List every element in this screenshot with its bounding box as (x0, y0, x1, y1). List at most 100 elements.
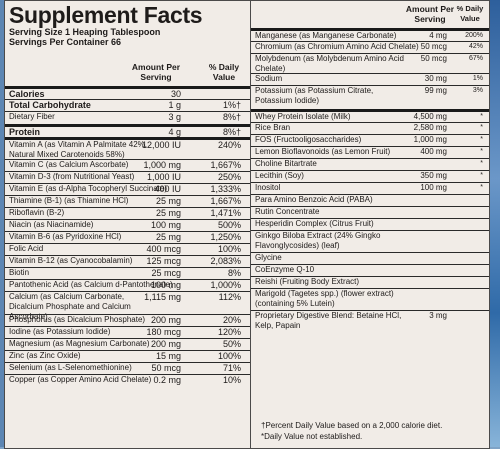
amount-per-serving: 25 mcg (151, 268, 181, 278)
amount-per-serving: 25 mg (155, 196, 181, 206)
nutrient-name: Vitamin A (as Vitamin A Palmitate 42%, N… (9, 140, 147, 159)
amount-per-serving: 200 mg (150, 315, 181, 325)
table-row: Magnesium (as Magnesium Carbonate) 200 mg… (5, 338, 251, 351)
table-row: Phosphorus (as Dicalcium Phosphate) 200 m… (5, 314, 251, 327)
nutrient-name: Lecithin (Soy) (255, 171, 304, 180)
daily-value: 100% (217, 244, 241, 254)
daily-value: 67% (468, 55, 483, 62)
nutrient-name: Calories (9, 89, 45, 99)
nutrient-name: Manganese (as Manganese Carbonate) (255, 31, 397, 40)
amount-per-serving: 30 (170, 89, 181, 99)
table-row: Hesperidin Complex (Citrus Fruit) (251, 218, 489, 231)
amount-per-serving: 400 mg (420, 147, 447, 156)
amount-per-serving: 12,000 IU (141, 140, 181, 150)
table-row: Calcium (as Calcium Carbonate, Dicalcium… (5, 291, 251, 321)
nutrient-name: Folic Acid (9, 244, 44, 253)
nutrient-name: CoEnzyme Q-10 (255, 265, 315, 274)
amount-per-serving: 400 IU (154, 184, 181, 194)
nutrient-name: Reishi (Fruiting Body Extract) (255, 277, 360, 286)
table-row: Vitamin E (as d-Alpha Tocopheryl Succina… (5, 183, 251, 196)
daily-value: 50% (222, 339, 241, 349)
table-row: FOS (Fructooligosaccharides) 1,000 mg * (251, 134, 489, 147)
amount-per-serving: 50 mcg (151, 363, 181, 373)
nutrient-name: Lemon Bioflavonoids (as Lemon Fruit) (255, 147, 391, 156)
amount-per-serving: 2,580 mg (413, 123, 447, 132)
table-row: Chromium (as Chromium Amino Acid Chelate… (251, 41, 489, 54)
daily-value: 1%† (222, 100, 241, 110)
nutrient-name: Iodine (as Potassium Iodide) (9, 327, 111, 336)
table-row: Protein 4 g 8%† (5, 124, 251, 140)
supplement-facts-panel-continued: Amount Per Serving % Daily Value Mangane… (250, 0, 490, 449)
amount-per-serving: 100 mg (150, 220, 181, 230)
amount-per-serving: 3 g (168, 112, 181, 122)
nutrient-name: Chromium (as Chromium Amino Acid Chelate… (255, 42, 419, 51)
table-row: Reishi (Fruiting Body Extract) (251, 276, 489, 289)
table-row: Manganese (as Manganese Carbonate) 4 mg 20… (251, 28, 489, 44)
table-row: CoEnzyme Q-10 (251, 264, 489, 277)
amount-per-serving: 4 mg (429, 31, 447, 40)
table-row: Biotin 25 mcg 8% (5, 267, 251, 280)
table-row: Sodium 30 mg 1% (251, 73, 489, 86)
table-row: Calories 30 (5, 86, 251, 102)
nutrient-name: Vitamin D-3 (from Nutritional Yeast) (9, 172, 135, 181)
nutrient-name: Ginkgo Biloba Extract (24% Gingko Flavon… (255, 231, 381, 250)
daily-value: 200% (465, 32, 483, 39)
table-row: Rutin Concentrate (251, 206, 489, 219)
nutrient-name: Copper (as Copper Amino Acid Chelate) (9, 375, 152, 384)
nutrient-name: Choline Bitartrate (255, 159, 317, 168)
daily-value: 10% (222, 375, 241, 385)
daily-value: 500% (217, 220, 241, 230)
nutrient-name: Marigold (Tagetes spp.) (flower extract)… (255, 289, 394, 308)
daily-value: 120% (217, 327, 241, 337)
table-row: Vitamin C (as Calcium Ascorbate) 1,000 mg… (5, 159, 251, 172)
nutrient-name: Biotin (9, 268, 30, 277)
table-row: Ginkgo Biloba Extract (24% Gingko Flavon… (251, 230, 489, 253)
header-daily-value: % Daily Value (208, 62, 240, 82)
background-edge-right (488, 0, 500, 447)
daily-value: * (480, 136, 483, 143)
table-row: Dietary Fiber 3 g 8%† (5, 111, 251, 125)
daily-value: * (480, 148, 483, 155)
table-row: Marigold (Tagetes spp.) (flower extract)… (251, 288, 489, 311)
amount-per-serving: 50 mcg (420, 54, 447, 63)
table-row: Zinc (as Zinc Oxide) 15 mg 100% (5, 350, 251, 363)
nutrient-name: Rutin Concentrate (255, 207, 320, 216)
nutrient-name: Proprietary Digestive Blend: Betaine HCl… (255, 311, 402, 330)
daily-value: 2,083% (210, 256, 241, 266)
daily-value: 1,333% (210, 184, 241, 194)
table-row: Potassium (as Potassium Citrate, Potassi… (251, 85, 489, 110)
daily-value: 250% (217, 172, 241, 182)
amount-per-serving: 25 mg (155, 208, 181, 218)
table-row: Rice Bran 2,580 mg * (251, 122, 489, 135)
nutrient-name: Inositol (255, 183, 281, 192)
nutrient-name: Total Carbohydrate (9, 100, 91, 110)
nutrient-name: Riboflavin (B-2) (9, 208, 65, 217)
amount-per-serving: 400 mcg (146, 244, 181, 254)
amount-per-serving: 100 mg (420, 183, 447, 192)
nutrient-name: Calcium (as Calcium Carbonate, Dicalcium… (9, 292, 131, 321)
nutrient-name: Phosphorus (as Dicalcium Phosphate) (9, 315, 146, 324)
table-row: Vitamin A (as Vitamin A Palmitate 42%, N… (5, 137, 251, 162)
nutrient-name: Magnesium (as Magnesium Carbonate) (9, 339, 150, 348)
nutrient-name: Vitamin B-12 (as Cyanocobalamin) (9, 256, 133, 265)
table-row: Choline Bitartrate * (251, 158, 489, 171)
nutrient-name: Sodium (255, 74, 283, 83)
daily-value: 8%† (222, 112, 241, 122)
amount-per-serving: 1,000 IU (146, 172, 181, 182)
nutrient-name: Molybdenum (as Molybdenum Amino Acid Che… (255, 54, 404, 73)
daily-value: 240% (217, 140, 241, 150)
header-amount: Amount Per Serving (131, 62, 181, 82)
panel-title: Supplement Facts (9, 2, 203, 28)
supplement-facts-panel: Supplement Facts Serving Size 1 Heaping … (4, 0, 252, 449)
table-row: Para Amino Benzoic Acid (PABA) (251, 194, 489, 207)
header-daily-value: % Daily Value (456, 4, 484, 23)
nutrient-name: Vitamin B-6 (as Pyridoxine HCl) (9, 232, 122, 241)
amount-per-serving: 1 g (168, 100, 181, 110)
nutrient-name: Selenium (as L-Selenomethionine) (9, 363, 132, 372)
amount-per-serving: 1,000 mg (413, 135, 447, 144)
table-row: Vitamin B-12 (as Cyanocobalamin) 125 mcg 2… (5, 255, 251, 268)
daily-value: 1,000% (210, 280, 241, 290)
daily-value: 1,471% (210, 208, 241, 218)
daily-value: 20% (222, 315, 241, 325)
amount-per-serving: 1,000 mg (143, 160, 181, 170)
